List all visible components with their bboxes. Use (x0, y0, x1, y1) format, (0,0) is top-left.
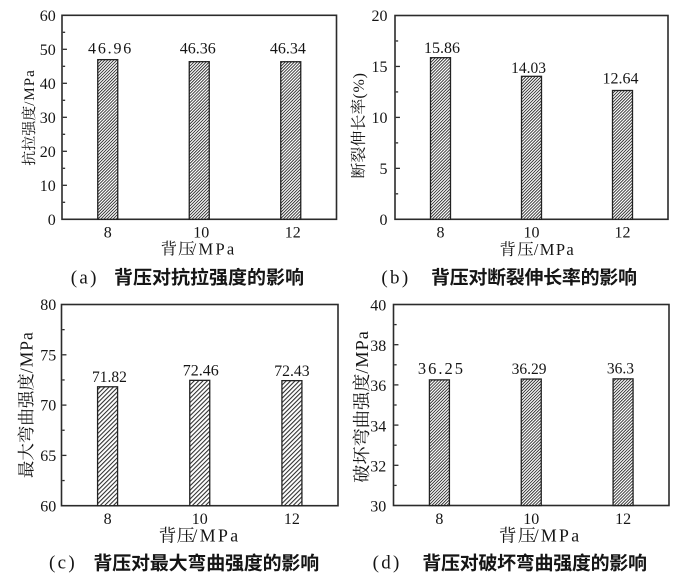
svg-text:14.03: 14.03 (511, 60, 546, 77)
svg-text:(%): (%) (351, 72, 368, 98)
svg-text:72.46: 72.46 (183, 362, 219, 379)
svg-text:5: 5 (380, 161, 388, 178)
svg-text:8: 8 (435, 511, 443, 528)
svg-text:12: 12 (284, 511, 300, 528)
svg-text:36.29: 36.29 (512, 361, 547, 378)
svg-text:65: 65 (40, 448, 56, 465)
svg-text:46.34: 46.34 (270, 41, 306, 58)
svg-text:/MPa: /MPa (192, 526, 240, 546)
svg-text:36: 36 (370, 378, 386, 395)
svg-text:10: 10 (192, 511, 208, 528)
svg-text:15: 15 (372, 59, 388, 76)
svg-text:0: 0 (48, 212, 56, 229)
svg-text:(b): (b) (381, 267, 410, 288)
svg-text:/MPa: /MPa (352, 330, 372, 373)
svg-text:34: 34 (370, 418, 386, 435)
svg-text:32: 32 (370, 459, 386, 476)
svg-text:10: 10 (523, 511, 539, 528)
svg-text:60: 60 (40, 498, 56, 515)
svg-text:75: 75 (40, 347, 56, 364)
svg-text:/MPa: /MPa (534, 526, 582, 546)
svg-text:12: 12 (615, 511, 631, 528)
svg-text:/MPa: /MPa (16, 331, 36, 373)
svg-text:15.86: 15.86 (424, 40, 460, 57)
svg-text:20: 20 (372, 8, 388, 25)
svg-text:46.96: 46.96 (88, 41, 133, 58)
svg-text:40: 40 (370, 298, 386, 315)
svg-text:36.3: 36.3 (607, 360, 634, 377)
svg-text:72.43: 72.43 (274, 363, 309, 380)
svg-text:12: 12 (285, 224, 301, 241)
svg-text:10: 10 (524, 224, 540, 241)
svg-text:10: 10 (193, 224, 209, 241)
svg-text:(c): (c) (49, 553, 77, 574)
svg-text:50: 50 (40, 42, 56, 59)
svg-text:38: 38 (370, 338, 386, 355)
svg-text:40: 40 (40, 76, 56, 93)
svg-text:20: 20 (40, 144, 56, 161)
svg-text:/MPa: /MPa (534, 240, 575, 259)
svg-text:(d): (d) (373, 553, 402, 574)
svg-text:12.64: 12.64 (603, 71, 639, 88)
svg-text:0: 0 (380, 212, 388, 229)
svg-text:46.36: 46.36 (180, 41, 216, 58)
svg-text:30: 30 (370, 499, 386, 516)
svg-text:8: 8 (104, 511, 112, 528)
svg-text:80: 80 (40, 297, 56, 314)
svg-text:8: 8 (437, 224, 445, 241)
svg-text:60: 60 (40, 8, 56, 25)
svg-text:36.25: 36.25 (418, 359, 465, 378)
svg-text:10: 10 (372, 110, 388, 127)
svg-text:10: 10 (40, 178, 56, 195)
svg-text:70: 70 (40, 398, 56, 415)
svg-text:(a): (a) (71, 267, 99, 288)
svg-text:12: 12 (615, 224, 631, 241)
svg-text:30: 30 (40, 110, 56, 127)
svg-text:/MPa: /MPa (22, 69, 38, 106)
svg-text:/MPa: /MPa (192, 239, 237, 258)
svg-text:8: 8 (104, 224, 112, 241)
svg-text:71.82: 71.82 (92, 369, 127, 386)
